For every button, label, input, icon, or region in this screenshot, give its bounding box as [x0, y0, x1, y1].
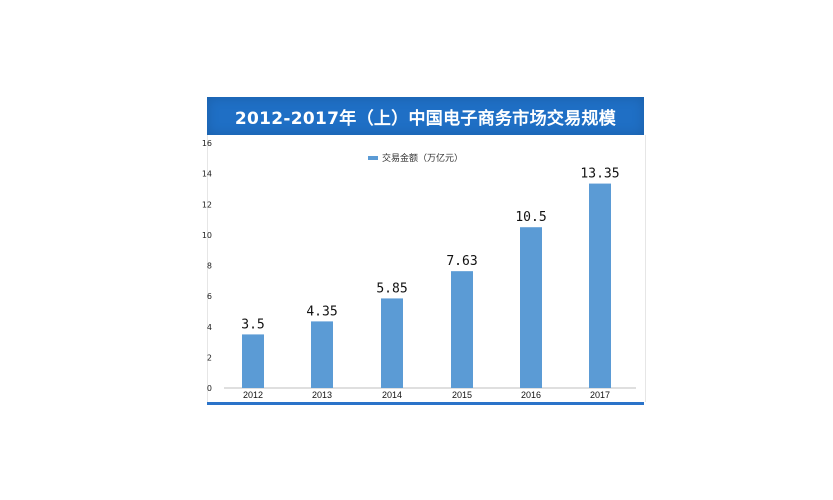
data-labels-group: 3.5 4.35 5.85 7.63 10.5 13.35 [241, 167, 619, 333]
chart-frame [207, 135, 646, 402]
x-tick-label-2012: 2012 [243, 390, 263, 400]
bar-2012 [242, 334, 264, 388]
bar-2016 [520, 227, 542, 388]
chart-bottom-rule [207, 402, 644, 405]
legend-label: 交易金额（万亿元） [382, 152, 463, 164]
y-tick-label: 4 [207, 323, 212, 332]
x-tick-label-2014: 2014 [382, 390, 402, 400]
y-tick-label: 14 [202, 170, 212, 179]
x-tick-labels-group: 2012 2013 2014 2015 2016 2017 [243, 390, 610, 400]
x-tick-label-2017: 2017 [590, 390, 610, 400]
y-tick-label: 8 [207, 262, 212, 271]
chart-title: 2012-2017年（上）中国电子商务市场交易规模 [234, 108, 617, 129]
data-label-2012: 3.5 [241, 317, 264, 332]
data-label-2014: 5.85 [376, 281, 407, 296]
bar-2013 [311, 321, 333, 388]
y-tick-label: 6 [207, 292, 212, 301]
data-label-2017: 13.35 [580, 167, 619, 182]
legend: 交易金额（万亿元） [368, 152, 463, 164]
y-tick-label: 2 [207, 353, 212, 362]
data-label-2016: 10.5 [515, 210, 546, 225]
bars-group [242, 183, 611, 388]
legend-swatch [368, 156, 378, 160]
y-tick-label: 16 [202, 139, 212, 148]
bar-2017 [589, 183, 611, 388]
data-label-2013: 4.35 [306, 304, 337, 319]
y-tick-label: 12 [202, 200, 212, 209]
bar-2015 [451, 271, 473, 388]
y-tick-label: 10 [202, 231, 212, 240]
y-tick-label: 0 [207, 384, 212, 393]
x-tick-label-2015: 2015 [452, 390, 472, 400]
data-label-2015: 7.63 [446, 254, 477, 269]
y-tick-labels-group: 0 2 4 6 8 10 12 14 16 [202, 139, 212, 393]
x-tick-label-2016: 2016 [521, 390, 541, 400]
chart-title-bar: 2012-2017年（上）中国电子商务市场交易规模 [207, 97, 644, 135]
bar-2014 [381, 298, 403, 388]
x-tick-label-2013: 2013 [312, 390, 332, 400]
